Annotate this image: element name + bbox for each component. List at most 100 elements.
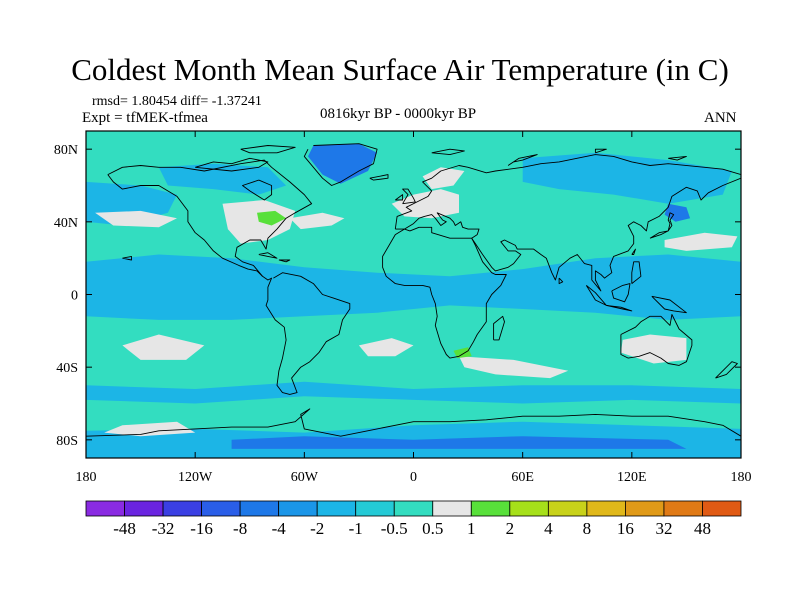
colorbar-label: -32: [152, 519, 175, 538]
colorbar: -48 -32 -16 -8 -4 -2 -1 -0.5 0.5 1 2 4 8 16 32 48: [85, 500, 742, 538]
colorbar-box: [547, 500, 588, 517]
north-pacific-east-white-region: [664, 232, 738, 251]
colorbar-label: -1: [349, 519, 363, 538]
x-tick-label: 0: [410, 470, 417, 485]
x-tick-label: 180: [76, 470, 97, 485]
colorbar-label: 16: [617, 519, 634, 538]
coastline-30: [631, 261, 642, 284]
colorbar-box: [625, 500, 665, 517]
colorbar-box: [85, 500, 125, 517]
coastline-0: [107, 159, 351, 395]
antarctic-dark-blue-region: [231, 436, 687, 449]
colorbar-label: 32: [655, 519, 672, 538]
coastline-26: [594, 148, 607, 154]
colorbar-box: [432, 500, 472, 517]
colorbar-box: [355, 500, 395, 517]
indian-ocean-white-region: [459, 356, 569, 379]
coastline-5: [382, 226, 507, 359]
south-africa-green-region: [453, 347, 472, 359]
colorbar-box: [162, 500, 202, 517]
coastline-15: [395, 194, 404, 201]
colorbar-box: [586, 500, 626, 517]
coastline-21: [242, 179, 273, 201]
southern-ocean-white-region: [104, 421, 196, 437]
colorbar-box: [239, 500, 280, 517]
coastline-12: [649, 212, 675, 239]
map-plot-area: 180 120W 60W 0 60E 120E 180 80N 40N 0 40S 80S: [54, 130, 752, 485]
siberia-blue-region: [522, 152, 732, 204]
coastline-11: [651, 295, 687, 314]
colorbar-label: -0.5: [381, 519, 408, 538]
colorbar-label: -2: [310, 519, 324, 538]
coastline-17: [715, 361, 738, 379]
colorbar-label: 4: [544, 519, 553, 538]
x-tick-label: 180: [731, 470, 752, 485]
coastline-layer: [86, 143, 741, 437]
canada-blue-region: [158, 163, 287, 195]
y-tick-label: 0: [71, 289, 78, 304]
y-tick-label: 40S: [56, 361, 78, 376]
scandinavia-white-region: [422, 167, 465, 190]
southern-ocean-blue-region: [86, 381, 741, 404]
coastline-7: [620, 314, 693, 366]
coastline-1: [107, 174, 263, 277]
coastline-28: [122, 255, 132, 261]
south-atlantic-white-region: [358, 338, 414, 357]
coastline-19: [195, 157, 269, 172]
stats-text: rmsd= 1.80454 diff= -1.37241: [92, 94, 262, 109]
period-text: 0816kyr BP - 0000kyr BP: [320, 106, 477, 122]
coastline-18: [86, 408, 741, 437]
coastline-3: [394, 154, 741, 230]
map-title: Coldest Month Mean Surface Air Temperatu…: [71, 52, 729, 87]
season-text: ANN: [704, 110, 737, 126]
coastline-29: [558, 277, 564, 285]
colorbar-label: -4: [272, 519, 287, 538]
colorbar-label: -16: [190, 519, 213, 538]
coastline-4: [395, 177, 741, 292]
colorbar-box: [316, 500, 357, 517]
north-pacific-white-region: [95, 210, 177, 228]
temperature-fill-layer: [86, 143, 741, 458]
colorbar-label: 8: [583, 519, 592, 538]
coastline-14: [402, 188, 416, 205]
east-us-green-region: [257, 210, 287, 226]
coastline-24: [431, 148, 465, 156]
x-tick-label: 60W: [291, 470, 319, 485]
colorbar-label: 2: [506, 519, 515, 538]
coastline-25: [507, 154, 538, 166]
europe-white-region: [391, 189, 459, 219]
colorbar-label: 1: [467, 519, 476, 538]
colorbar-label: -8: [233, 519, 247, 538]
coastline-22: [258, 252, 278, 259]
colorbar-box: [124, 500, 164, 517]
greenland-dark-blue-region: [308, 143, 378, 184]
y-tick-label: 40N: [54, 216, 78, 231]
colorbar-box: [278, 500, 318, 517]
japan-dark-blue-region: [664, 203, 691, 222]
colorbar-label: 0.5: [422, 519, 443, 538]
coastline-9: [606, 304, 633, 312]
x-tick-label: 60E: [511, 470, 534, 485]
coastline-20: [240, 145, 296, 154]
north-atlantic-white-region: [289, 212, 345, 230]
coastline-6: [493, 315, 505, 341]
colorbar-label: 48: [694, 519, 711, 538]
coastline-10: [611, 283, 631, 303]
colorbar-box: [470, 500, 511, 517]
colorbar-box: [702, 500, 742, 517]
coastline-23: [278, 259, 291, 263]
colorbar-box: [509, 500, 549, 517]
y-tick-label: 80S: [56, 434, 78, 449]
x-tick-label: 120E: [617, 470, 647, 485]
colorbar-label: -48: [113, 519, 136, 538]
y-tick-label: 80N: [54, 143, 78, 158]
coastline-27: [668, 155, 687, 161]
coastline-16: [369, 174, 389, 181]
x-tick-label: 120W: [178, 470, 213, 485]
coastline-13: [631, 248, 636, 255]
experiment-text: Expt = tfMEK-tfmea: [82, 110, 208, 126]
coastline-2: [303, 143, 378, 186]
colorbar-box: [663, 500, 703, 517]
colorbar-box: [393, 500, 434, 517]
